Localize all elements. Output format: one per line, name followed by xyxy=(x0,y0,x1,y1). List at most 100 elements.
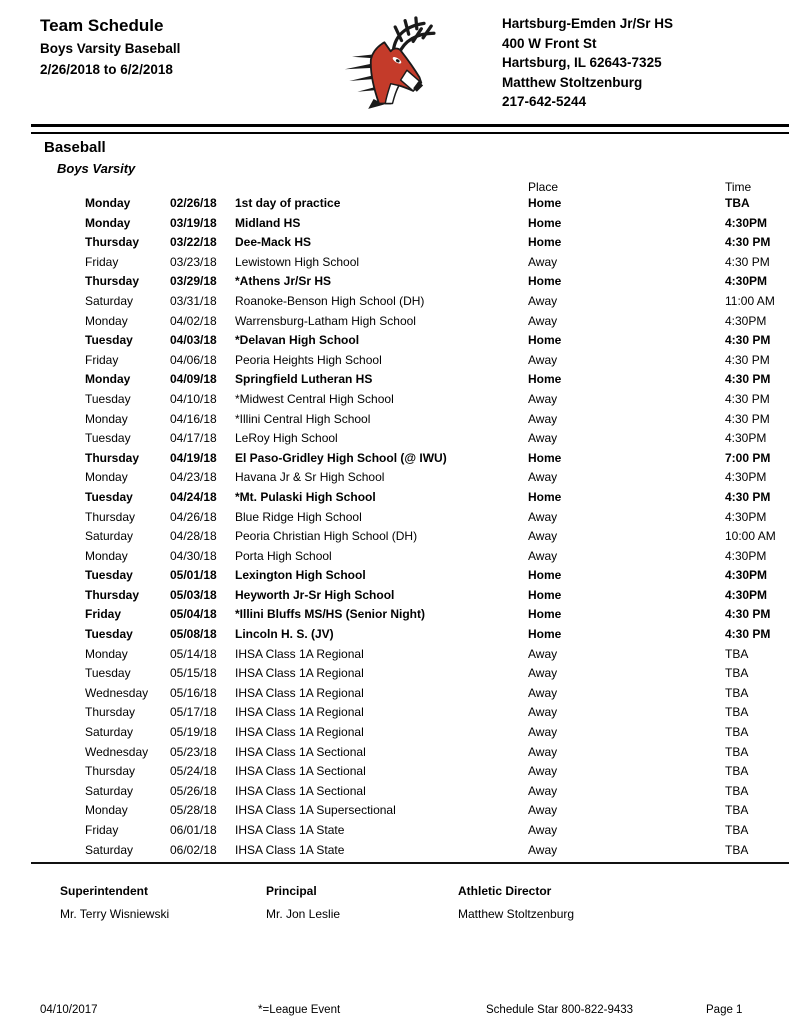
header-left: Team Schedule Boys Varsity Baseball 2/26… xyxy=(40,14,292,112)
row-place: Away xyxy=(528,529,558,544)
row-place: Away xyxy=(528,431,558,446)
table-row: Thursday 04/26/18 Blue Ridge High School… xyxy=(0,508,800,528)
row-time: TBA xyxy=(725,705,749,720)
staff-role: Superintendent xyxy=(60,884,149,898)
row-day: Saturday xyxy=(85,293,134,308)
row-time: 4:30 PM xyxy=(725,254,770,269)
row-day: Tuesday xyxy=(85,391,131,406)
table-row: Tuesday 04/10/18 *Midwest Central High S… xyxy=(0,390,800,410)
row-date: 04/19/18 xyxy=(170,450,217,465)
row-date: 05/16/18 xyxy=(170,685,217,700)
table-row: Monday 04/09/18 Springfield Lutheran HS … xyxy=(0,370,800,390)
row-date: 04/09/18 xyxy=(170,372,217,387)
row-place: Home xyxy=(528,215,562,230)
table-row: Friday 03/23/18 Lewistown High School Aw… xyxy=(0,253,800,273)
row-time: 4:30PM xyxy=(725,587,768,602)
team-subtitle: Boys Varsity Baseball xyxy=(40,41,181,56)
table-row: Friday 06/01/18 IHSA Class 1A State Away… xyxy=(0,821,800,841)
table-row: Saturday 06/02/18 IHSA Class 1A State Aw… xyxy=(0,841,800,861)
table-row: Monday 04/30/18 Porta High School Away 4… xyxy=(0,547,800,567)
row-opponent: IHSA Class 1A Regional xyxy=(235,646,364,661)
row-place: Away xyxy=(528,646,558,661)
vendor-info: Schedule Star 800-822-9433 xyxy=(486,1004,634,1016)
row-date: 02/26/18 xyxy=(170,196,217,210)
row-date: 04/26/18 xyxy=(170,509,217,524)
row-opponent: Porta High School xyxy=(235,548,332,563)
row-opponent: 1st day of practice xyxy=(235,196,341,210)
row-date: 05/03/18 xyxy=(170,587,217,602)
row-date: 03/23/18 xyxy=(170,254,217,269)
table-body: Monday 02/26/18 1st day of practice Home… xyxy=(0,194,800,860)
row-date: 04/16/18 xyxy=(170,411,217,426)
table-row: Monday 05/28/18 IHSA Class 1A Supersecti… xyxy=(0,801,800,821)
print-date: 04/10/2017 xyxy=(40,1004,98,1016)
row-opponent: IHSA Class 1A Regional xyxy=(235,725,364,740)
row-date: 05/08/18 xyxy=(170,627,217,642)
row-place: Away xyxy=(528,254,558,269)
document-header: Team Schedule Boys Varsity Baseball 2/26… xyxy=(40,14,780,112)
row-place: Away xyxy=(528,725,558,740)
footer-divider xyxy=(31,862,789,864)
row-day: Monday xyxy=(85,215,131,230)
row-day: Monday xyxy=(85,196,131,210)
table-row: Tuesday 04/17/18 LeRoy High School Away … xyxy=(0,429,800,449)
row-time: TBA xyxy=(725,196,750,210)
row-date: 06/01/18 xyxy=(170,823,217,837)
row-date: 05/26/18 xyxy=(170,783,217,798)
row-opponent: LeRoy High School xyxy=(235,431,338,446)
row-opponent: Lewistown High School xyxy=(235,254,360,269)
row-place: Away xyxy=(528,352,558,367)
row-opponent: Peoria Christian High School (DH) xyxy=(235,529,418,544)
school-address2: Hartsburg, IL 62643-7325 xyxy=(502,55,662,70)
row-opponent: IHSA Class 1A Regional xyxy=(235,685,364,700)
row-opponent: IHSA Class 1A State xyxy=(235,842,345,857)
document-title: Team Schedule xyxy=(40,16,164,35)
school-info: Hartsburg-Emden Jr/Sr HS 400 W Front St … xyxy=(502,14,780,112)
row-time: 4:30PM xyxy=(725,274,768,289)
stag-mascot-logo xyxy=(344,16,436,109)
table-header-row: Place Time xyxy=(0,180,800,194)
row-date: 05/14/18 xyxy=(170,646,217,661)
row-day: Saturday xyxy=(85,783,134,798)
row-opponent: Havana Jr & Sr High School xyxy=(235,470,385,485)
staff-principal: Principal Mr. Jon Leslie xyxy=(266,884,458,921)
row-place: Home xyxy=(528,607,562,622)
row-time: 4:30 PM xyxy=(725,372,771,387)
row-time: 4:30PM xyxy=(725,431,767,446)
row-time: 4:30 PM xyxy=(725,352,770,367)
table-row: Wednesday 05/16/18 IHSA Class 1A Regiona… xyxy=(0,684,800,704)
table-row: Monday 04/16/18 *Illini Central High Sch… xyxy=(0,410,800,430)
row-time: TBA xyxy=(725,823,749,837)
row-date: 04/23/18 xyxy=(170,470,217,485)
row-date: 04/17/18 xyxy=(170,431,217,446)
school-contact: Matthew Stoltzenburg xyxy=(502,74,643,90)
row-opponent: Blue Ridge High School xyxy=(235,509,362,524)
row-place: Away xyxy=(528,803,558,818)
row-date: 03/22/18 xyxy=(170,235,217,250)
row-date: 04/06/18 xyxy=(170,352,217,367)
row-place: Home xyxy=(528,587,562,602)
row-day: Friday xyxy=(85,254,119,269)
row-day: Wednesday xyxy=(85,744,149,759)
row-place: Away xyxy=(528,783,558,798)
row-time: TBA xyxy=(725,685,749,700)
row-place: Away xyxy=(528,685,558,700)
row-day: Thursday xyxy=(85,509,136,524)
date-range: 2/26/2018 to 6/2/2018 xyxy=(40,62,173,77)
staff-superintendent: Superintendent Mr. Terry Wisniewski xyxy=(60,884,266,921)
staff-name: Mr. Terry Wisniewski xyxy=(60,907,170,921)
row-date: 05/15/18 xyxy=(170,666,217,681)
table-row: Thursday 03/22/18 Dee-Mack HS Home 4:30 … xyxy=(0,233,800,253)
row-place: Home xyxy=(528,333,562,348)
row-opponent: IHSA Class 1A Sectional xyxy=(235,783,366,798)
row-time: 4:30PM xyxy=(725,568,768,583)
row-day: Friday xyxy=(85,823,119,837)
row-opponent: *Delavan High School xyxy=(235,333,360,348)
table-row: Tuesday 04/24/18 *Mt. Pulaski High Schoo… xyxy=(0,488,800,508)
row-date: 04/30/18 xyxy=(170,548,217,563)
row-time: TBA xyxy=(725,666,749,681)
table-row: Thursday 05/24/18 IHSA Class 1A Sectiona… xyxy=(0,762,800,782)
page-footer: 04/10/2017 *=League Event Schedule Star … xyxy=(0,1004,800,1020)
row-date: 05/23/18 xyxy=(170,744,217,759)
school-name: Hartsburg-Emden Jr/Sr HS xyxy=(502,16,674,31)
